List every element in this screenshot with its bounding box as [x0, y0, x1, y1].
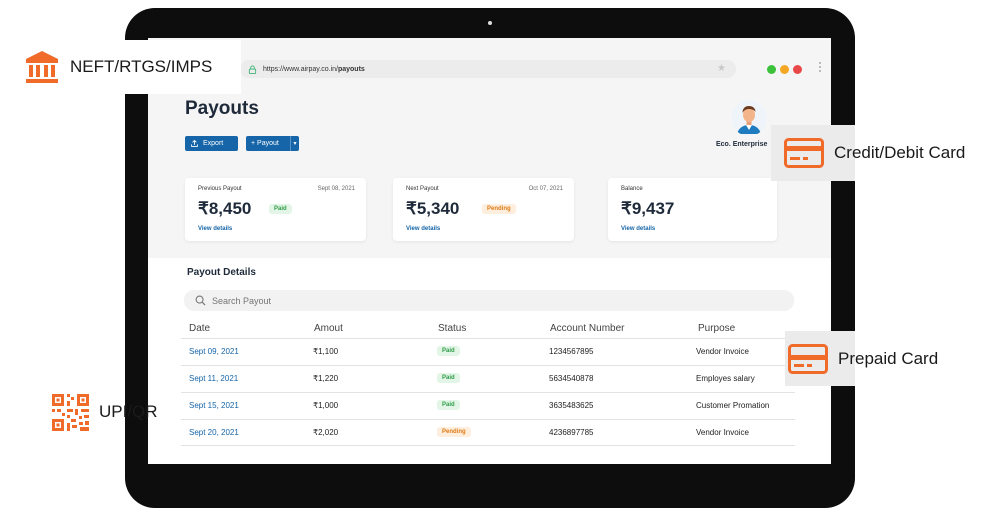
row-purpose: Vendor Invoice: [696, 347, 749, 356]
payout-label: + Payout: [251, 140, 279, 147]
balance-card: Balance ₹9,437 View details: [608, 178, 777, 241]
column-header-status[interactable]: Status: [438, 323, 467, 334]
column-header-account-number[interactable]: Account Number: [550, 323, 625, 334]
row-purpose: Employes salary: [696, 374, 755, 383]
window-dot-green[interactable]: [767, 65, 776, 74]
chevron-down-icon[interactable]: ▾: [290, 136, 299, 151]
row-amount: ₹1,000: [313, 401, 339, 410]
row-date[interactable]: Sept 09, 2021: [189, 347, 239, 356]
row-date[interactable]: Sept 20, 2021: [189, 428, 239, 437]
export-button[interactable]: Export: [185, 136, 238, 151]
company-name: Eco. Enterprise: [716, 141, 768, 148]
address-bar[interactable]: https://www.airpay.co.in/payouts ★: [240, 60, 736, 78]
callout-label: Credit/Debit Card: [834, 143, 966, 162]
prepaid-card-callout: Prepaid Card: [785, 331, 1000, 386]
credit-card-icon: [784, 138, 824, 168]
table-row[interactable]: Sept 09, 2021 ₹1,100 Paid 1234567895 Ven…: [181, 338, 795, 365]
add-payout-button[interactable]: + Payout ▾: [246, 136, 299, 151]
app-screen: https://www.airpay.co.in/payouts ★ Payou…: [148, 38, 831, 464]
previous-payout-card: Previous Payout Sept 08, 2021 ₹8,450 Pai…: [185, 178, 366, 241]
row-date[interactable]: Sept 11, 2021: [189, 374, 239, 383]
row-account-number: 4236897785: [549, 428, 594, 437]
window-controls: [767, 65, 802, 74]
card-label: Next Payout: [406, 186, 439, 192]
row-account-number: 1234567895: [549, 347, 594, 356]
payout-details-section: Payout Details Date Amout Status Account…: [148, 258, 831, 464]
export-label: Export: [203, 140, 224, 147]
card-amount: ₹9,437: [621, 199, 675, 218]
search-input[interactable]: [212, 295, 612, 306]
column-header-amount[interactable]: Amout: [314, 323, 343, 334]
window-dot-red[interactable]: [793, 65, 802, 74]
tablet-camera: [488, 21, 492, 25]
lock-icon: [248, 64, 257, 74]
page-title: Payouts: [185, 98, 259, 119]
row-date[interactable]: Sept 15, 2021: [189, 401, 239, 410]
row-account-number: 3635483625: [549, 401, 594, 410]
table-row[interactable]: Sept 20, 2021 ₹2,020 Pending 4236897785 …: [181, 419, 795, 446]
window-dot-yellow[interactable]: [780, 65, 789, 74]
status-badge: Pending: [482, 204, 516, 214]
browser-menu-icon[interactable]: [819, 62, 821, 72]
qr-code-icon: [52, 393, 89, 431]
card-amount: ₹5,340: [406, 199, 460, 218]
callout-label: Prepaid Card: [838, 348, 939, 368]
neft-callout: NEFT/RTGS/IMPS: [24, 40, 241, 94]
status-badge: Paid: [437, 400, 460, 410]
row-amount: ₹1,100: [313, 347, 339, 356]
status-badge: Paid: [437, 373, 460, 383]
upload-icon: [191, 140, 198, 147]
status-badge: Paid: [269, 204, 292, 214]
card-amount: ₹8,450: [198, 199, 252, 218]
status-badge: Pending: [437, 427, 471, 437]
card-date: Oct 07, 2021: [528, 186, 563, 192]
row-amount: ₹1,220: [313, 374, 339, 383]
bank-icon: [26, 51, 58, 83]
row-purpose: Vendor Invoice: [696, 428, 749, 437]
row-account-number: 5634540878: [549, 374, 594, 383]
table-row[interactable]: Sept 15, 2021 ₹1,000 Paid 3635483625 Cus…: [181, 392, 795, 419]
column-header-purpose[interactable]: Purpose: [698, 323, 736, 334]
search-bar[interactable]: [184, 290, 794, 311]
status-badge: Paid: [437, 346, 460, 356]
column-header-date[interactable]: Date: [189, 323, 211, 334]
avatar[interactable]: [731, 100, 767, 136]
upi-callout: UPI/QR: [52, 392, 158, 432]
search-icon: [195, 295, 206, 306]
url-prefix: https://www.airpay.co.in/: [263, 65, 338, 73]
url-path: payouts: [337, 65, 365, 73]
card-label: Previous Payout: [198, 186, 242, 192]
row-purpose: Customer Promation: [696, 401, 770, 410]
view-details-link[interactable]: View details: [621, 226, 656, 232]
card-label: Balance: [621, 186, 643, 192]
callout-label: NEFT/RTGS/IMPS: [70, 57, 213, 76]
credit-card-callout: Credit/Debit Card: [771, 125, 1000, 181]
next-payout-card: Next Payout Oct 07, 2021 ₹5,340 Pending …: [393, 178, 574, 241]
view-details-link[interactable]: View details: [198, 226, 233, 232]
prepaid-card-icon: [788, 343, 828, 374]
table-row[interactable]: Sept 11, 2021 ₹1,220 Paid 5634540878 Emp…: [181, 365, 795, 392]
view-details-link[interactable]: View details: [406, 226, 441, 232]
row-amount: ₹2,020: [313, 428, 339, 437]
card-date: Sept 08, 2021: [317, 186, 355, 192]
section-title: Payout Details: [187, 267, 256, 278]
bookmark-star-icon[interactable]: ★: [717, 63, 726, 74]
callout-label: UPI/QR: [99, 402, 158, 421]
